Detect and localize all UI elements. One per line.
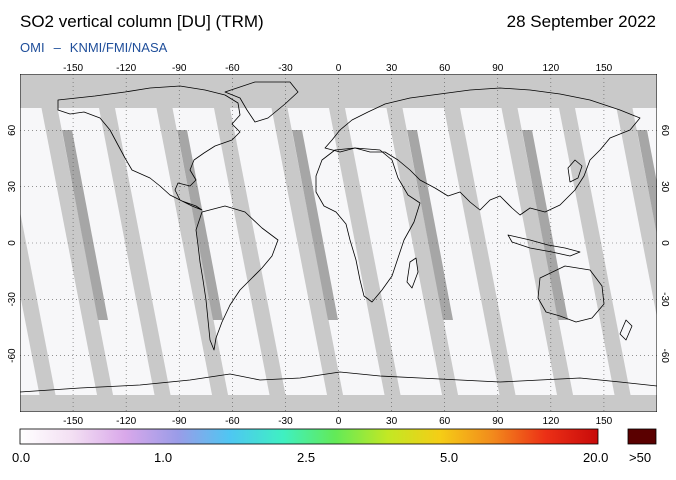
swath-gap [613, 90, 657, 318]
swath-gap [555, 90, 632, 400]
lat-tick-label: 30 [7, 181, 18, 193]
lon-tick-label: -60 [225, 63, 240, 74]
lon-tick-label: 60 [439, 63, 451, 74]
south-polar-no-data [20, 395, 657, 412]
swath-gap [325, 90, 402, 400]
coast-australia [537, 265, 605, 323]
lon-tick-label: -120 [116, 416, 136, 427]
swath-gap [95, 90, 172, 400]
swath-gap [38, 90, 114, 400]
coast-japan [567, 159, 583, 183]
colorbar-label-0: 0.0 [12, 450, 31, 465]
lon-tick-label: 150 [596, 416, 613, 427]
lon-tick-label: -30 [278, 63, 293, 74]
coast-north-america [57, 85, 241, 211]
source-label: KNMI/FMI/NASA [69, 40, 168, 55]
lat-tick-label: 30 [659, 181, 670, 193]
coast-greenland [224, 81, 299, 123]
lon-tick-label: 0 [336, 63, 342, 74]
swath-gap [383, 90, 459, 400]
instrument-label: OMI [20, 40, 45, 55]
lon-tick-label: -60 [225, 416, 240, 427]
graticule [20, 74, 657, 412]
lon-tick-label: 90 [492, 416, 504, 427]
swath-overlap [177, 130, 223, 320]
lat-ticks-left: 60 30 0 -30 -60 [7, 124, 18, 363]
colorbar-label-1: 1.0 [154, 450, 173, 465]
coast-eurasia [324, 87, 641, 216]
lon-tick-label: -90 [172, 63, 187, 74]
coast-indonesia [507, 234, 581, 257]
lon-tick-label: -150 [63, 416, 83, 427]
lon-tick-label: -120 [116, 63, 136, 74]
colorbar-overflow-swatch [627, 428, 657, 445]
lat-tick-label: -60 [659, 348, 670, 363]
orbit-swaths [20, 90, 676, 400]
swath-overlap [62, 130, 108, 320]
swath-overlap [637, 130, 657, 236]
coast-madagascar [406, 257, 419, 289]
swath-gap [210, 90, 287, 400]
lon-tick-label: 30 [386, 63, 398, 74]
map-date: 28 September 2022 [506, 12, 656, 31]
colorbar-label-3: 5.0 [440, 450, 459, 465]
swath-gap [20, 211, 57, 400]
map-title: SO2 vertical column [DU] (TRM) [20, 12, 264, 31]
lat-tick-label: 0 [7, 240, 18, 246]
lat-tick-label: -60 [7, 348, 18, 363]
lat-tick-label: 60 [7, 124, 18, 136]
coast-africa [315, 147, 421, 303]
lon-tick-label: -90 [172, 416, 187, 427]
coast-new-zealand [619, 319, 633, 341]
swath-gap [498, 90, 574, 400]
colorbar-label-2: 2.5 [297, 450, 316, 465]
lon-ticks-bottom: -150 -120 -90 -60 -30 0 30 60 90 120 150 [63, 416, 613, 427]
lat-tick-label: 0 [659, 240, 670, 246]
colorbar-label-4: 20.0 [583, 450, 609, 465]
coastlines [20, 81, 657, 393]
source-separator: – [53, 40, 61, 55]
lat-tick-label: -30 [7, 292, 18, 307]
swath-gap [268, 90, 344, 400]
swath-overlap [522, 130, 568, 320]
colorbar-gradient [19, 428, 599, 445]
lon-tick-label: 120 [542, 63, 559, 74]
swath-gap [671, 90, 676, 400]
swath-gap [153, 90, 229, 400]
lon-tick-label: -30 [278, 416, 293, 427]
colorbar-overflow-label: >50 [629, 450, 652, 465]
lon-tick-label: 0 [336, 416, 342, 427]
lon-tick-label: -150 [63, 63, 83, 74]
lat-ticks-right: 60 30 0 -30 -60 [659, 125, 670, 364]
lon-tick-label: 60 [439, 416, 451, 427]
lat-tick-label: 60 [659, 125, 670, 137]
swath-overlap [407, 130, 453, 320]
lon-tick-label: 150 [596, 63, 613, 74]
lon-tick-label: 90 [492, 63, 504, 74]
coast-antarctica [20, 371, 657, 393]
coast-south-america [195, 205, 279, 351]
data-source: OMI – KNMI/FMI/NASA [20, 40, 167, 55]
colorbar [19, 428, 657, 445]
lon-tick-label: 30 [386, 416, 398, 427]
lat-tick-label: -30 [659, 292, 670, 307]
lon-tick-label: 120 [542, 416, 559, 427]
lon-ticks-top: -150 -120 -90 -60 -30 0 30 60 90 120 150 [63, 63, 613, 74]
swath-overlap [292, 130, 338, 320]
